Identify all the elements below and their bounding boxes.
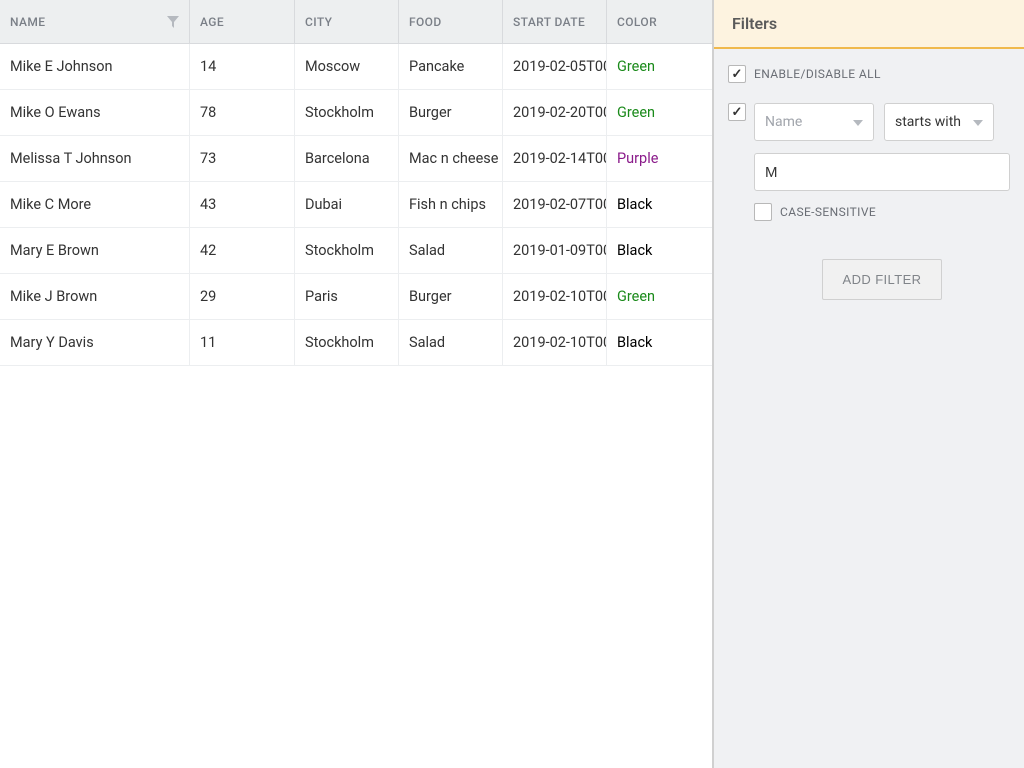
filter-operator-select[interactable]: starts with (884, 103, 994, 141)
cell-name: Mary Y Davis (0, 320, 190, 365)
column-header-color[interactable]: COLOR (607, 0, 711, 43)
column-header-food[interactable]: FOOD (399, 0, 503, 43)
cell-city: Paris (295, 274, 399, 319)
cell-name: Mike C More (0, 182, 190, 227)
table-header-row: NAME AGE CITY FOOD START DATE COLOR (0, 0, 712, 44)
cell-city: Stockholm (295, 90, 399, 135)
cell-age: 73 (190, 136, 295, 181)
cell-start: 2019-01-09T00 (503, 228, 607, 273)
table-row[interactable]: Mike C More43DubaiFish n chips2019-02-07… (0, 182, 712, 228)
cell-city: Stockholm (295, 228, 399, 273)
cell-name: Mike O Ewans (0, 90, 190, 135)
table-row[interactable]: Melissa T Johnson73BarcelonaMac n cheese… (0, 136, 712, 182)
chevron-down-icon (973, 114, 983, 130)
table-row[interactable]: Mary E Brown42StockholmSalad2019-01-09T0… (0, 228, 712, 274)
cell-color: Black (607, 320, 711, 365)
cell-color: Green (607, 44, 711, 89)
cell-city: Dubai (295, 182, 399, 227)
enable-all-label: ENABLE/DISABLE ALL (754, 67, 881, 81)
cell-food: Burger (399, 90, 503, 135)
cell-name: Mike E Johnson (0, 44, 190, 89)
column-header-city[interactable]: CITY (295, 0, 399, 43)
cell-age: 11 (190, 320, 295, 365)
data-grid: NAME AGE CITY FOOD START DATE COLOR Mike E Jo… (0, 0, 713, 768)
table-row[interactable]: Mike O Ewans78StockholmBurger2019-02-20T… (0, 90, 712, 136)
column-header-label: FOOD (409, 15, 442, 29)
case-sensitive-row: CASE-SENSITIVE (754, 203, 1010, 221)
cell-food: Pancake (399, 44, 503, 89)
column-header-label: CITY (305, 15, 332, 29)
cell-food: Mac n cheese (399, 136, 503, 181)
column-header-label: NAME (10, 15, 45, 29)
cell-food: Burger (399, 274, 503, 319)
filter-icon[interactable] (167, 16, 179, 28)
filter-entry-enabled-checkbox[interactable] (728, 103, 746, 121)
table-row[interactable]: Mike E Johnson14MoscowPancake2019-02-05T… (0, 44, 712, 90)
cell-name: Melissa T Johnson (0, 136, 190, 181)
cell-color: Black (607, 228, 711, 273)
cell-color: Black (607, 182, 711, 227)
cell-name: Mary E Brown (0, 228, 190, 273)
filter-field-select[interactable]: Name (754, 103, 874, 141)
filters-panel: Filters ENABLE/DISABLE ALL Name starts w… (713, 0, 1024, 768)
cell-food: Salad (399, 320, 503, 365)
enable-all-row: ENABLE/DISABLE ALL (728, 65, 1010, 83)
filters-title: Filters (714, 0, 1024, 49)
case-sensitive-label: CASE-SENSITIVE (780, 205, 876, 219)
table-row[interactable]: Mary Y Davis11StockholmSalad2019-02-10T0… (0, 320, 712, 366)
case-sensitive-checkbox[interactable] (754, 203, 772, 221)
column-header-label: COLOR (617, 15, 657, 29)
enable-all-checkbox[interactable] (728, 65, 746, 83)
filters-body: ENABLE/DISABLE ALL Name starts with (714, 49, 1024, 316)
cell-city: Stockholm (295, 320, 399, 365)
filter-entry: Name starts with CASE-SEN (728, 103, 1010, 300)
column-header-start[interactable]: START DATE (503, 0, 607, 43)
cell-color: Green (607, 274, 711, 319)
table-row[interactable]: Mike J Brown29ParisBurger2019-02-10T00Gr… (0, 274, 712, 320)
cell-start: 2019-02-10T00 (503, 274, 607, 319)
filter-field-placeholder: Name (765, 114, 802, 130)
cell-start: 2019-02-20T00 (503, 90, 607, 135)
cell-start: 2019-02-05T00 (503, 44, 607, 89)
column-header-name[interactable]: NAME (0, 0, 190, 43)
cell-age: 42 (190, 228, 295, 273)
cell-color: Green (607, 90, 711, 135)
add-filter-button[interactable]: ADD FILTER (822, 259, 943, 300)
cell-color: Purple (607, 136, 711, 181)
cell-name: Mike J Brown (0, 274, 190, 319)
column-header-label: AGE (200, 15, 224, 29)
column-header-age[interactable]: AGE (190, 0, 295, 43)
chevron-down-icon (853, 114, 863, 130)
cell-food: Fish n chips (399, 182, 503, 227)
column-header-label: START DATE (513, 15, 585, 29)
cell-city: Moscow (295, 44, 399, 89)
cell-age: 29 (190, 274, 295, 319)
cell-start: 2019-02-07T00 (503, 182, 607, 227)
filter-value-input[interactable] (754, 153, 1010, 191)
cell-start: 2019-02-10T00 (503, 320, 607, 365)
cell-age: 14 (190, 44, 295, 89)
cell-city: Barcelona (295, 136, 399, 181)
cell-age: 78 (190, 90, 295, 135)
filter-operator-value: starts with (895, 114, 961, 130)
cell-age: 43 (190, 182, 295, 227)
cell-food: Salad (399, 228, 503, 273)
cell-start: 2019-02-14T00 (503, 136, 607, 181)
